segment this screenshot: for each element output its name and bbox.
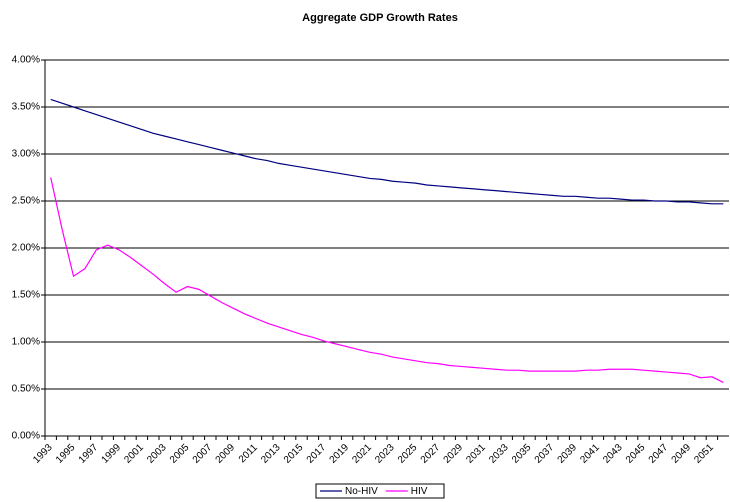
- x-tick-label: 2019: [328, 442, 352, 466]
- legend-box: [315, 483, 445, 499]
- x-tick-label: 2047: [647, 442, 671, 466]
- y-tick-label: 0.00%: [12, 431, 40, 442]
- x-tick-label: 2003: [145, 442, 169, 466]
- y-tick-label: 0.50%: [12, 384, 40, 395]
- legend-label: HIV: [411, 486, 428, 497]
- x-tick-label: 2025: [396, 442, 420, 466]
- line-series: [50, 177, 724, 383]
- x-tick-label: 1993: [31, 442, 55, 466]
- x-tick-label: 2031: [464, 442, 488, 466]
- x-tick-label: 2009: [214, 442, 238, 466]
- x-tick-label: 1995: [54, 442, 78, 466]
- x-tick-label: 2011: [237, 442, 260, 465]
- x-tick-label: 1999: [100, 442, 124, 466]
- chart-title: Aggregate GDP Growth Rates: [302, 12, 458, 24]
- x-tick-label: 2017: [305, 442, 329, 466]
- x-tick-label: 2007: [191, 442, 215, 466]
- x-tick-label: 2041: [578, 442, 602, 466]
- x-tick-label: 2037: [533, 442, 557, 466]
- y-tick-label: 1.50%: [12, 290, 40, 301]
- x-tick-label: 2039: [556, 442, 580, 466]
- x-tick-label: 2013: [259, 442, 283, 466]
- y-tick-label: 2.50%: [12, 196, 40, 207]
- x-tick-label: 2005: [168, 442, 192, 466]
- x-tick-label: 2035: [510, 442, 534, 466]
- x-tick-label: 1997: [77, 442, 101, 466]
- x-tick-label: 2029: [442, 442, 466, 466]
- x-tick-label: 2021: [350, 442, 374, 466]
- y-tick-label: 3.50%: [12, 102, 40, 113]
- x-tick-label: 2043: [601, 442, 625, 466]
- x-tick-label: 2045: [624, 442, 648, 466]
- legend-label: No-HIV: [345, 486, 378, 497]
- x-tick-label: 2033: [487, 442, 511, 466]
- x-tick-label: 2051: [692, 442, 716, 466]
- y-tick-label: 3.00%: [12, 149, 40, 160]
- x-tick-label: 2049: [670, 442, 694, 466]
- y-tick-label: 1.00%: [12, 337, 40, 348]
- x-tick-label: 2027: [419, 442, 443, 466]
- line-series: [50, 98, 724, 205]
- y-tick-label: 2.00%: [12, 243, 40, 254]
- x-tick-label: 2001: [122, 442, 146, 466]
- x-tick-label: 2023: [373, 442, 397, 466]
- y-tick-label: 4.00%: [12, 55, 40, 66]
- x-tick-label: 2015: [282, 442, 306, 466]
